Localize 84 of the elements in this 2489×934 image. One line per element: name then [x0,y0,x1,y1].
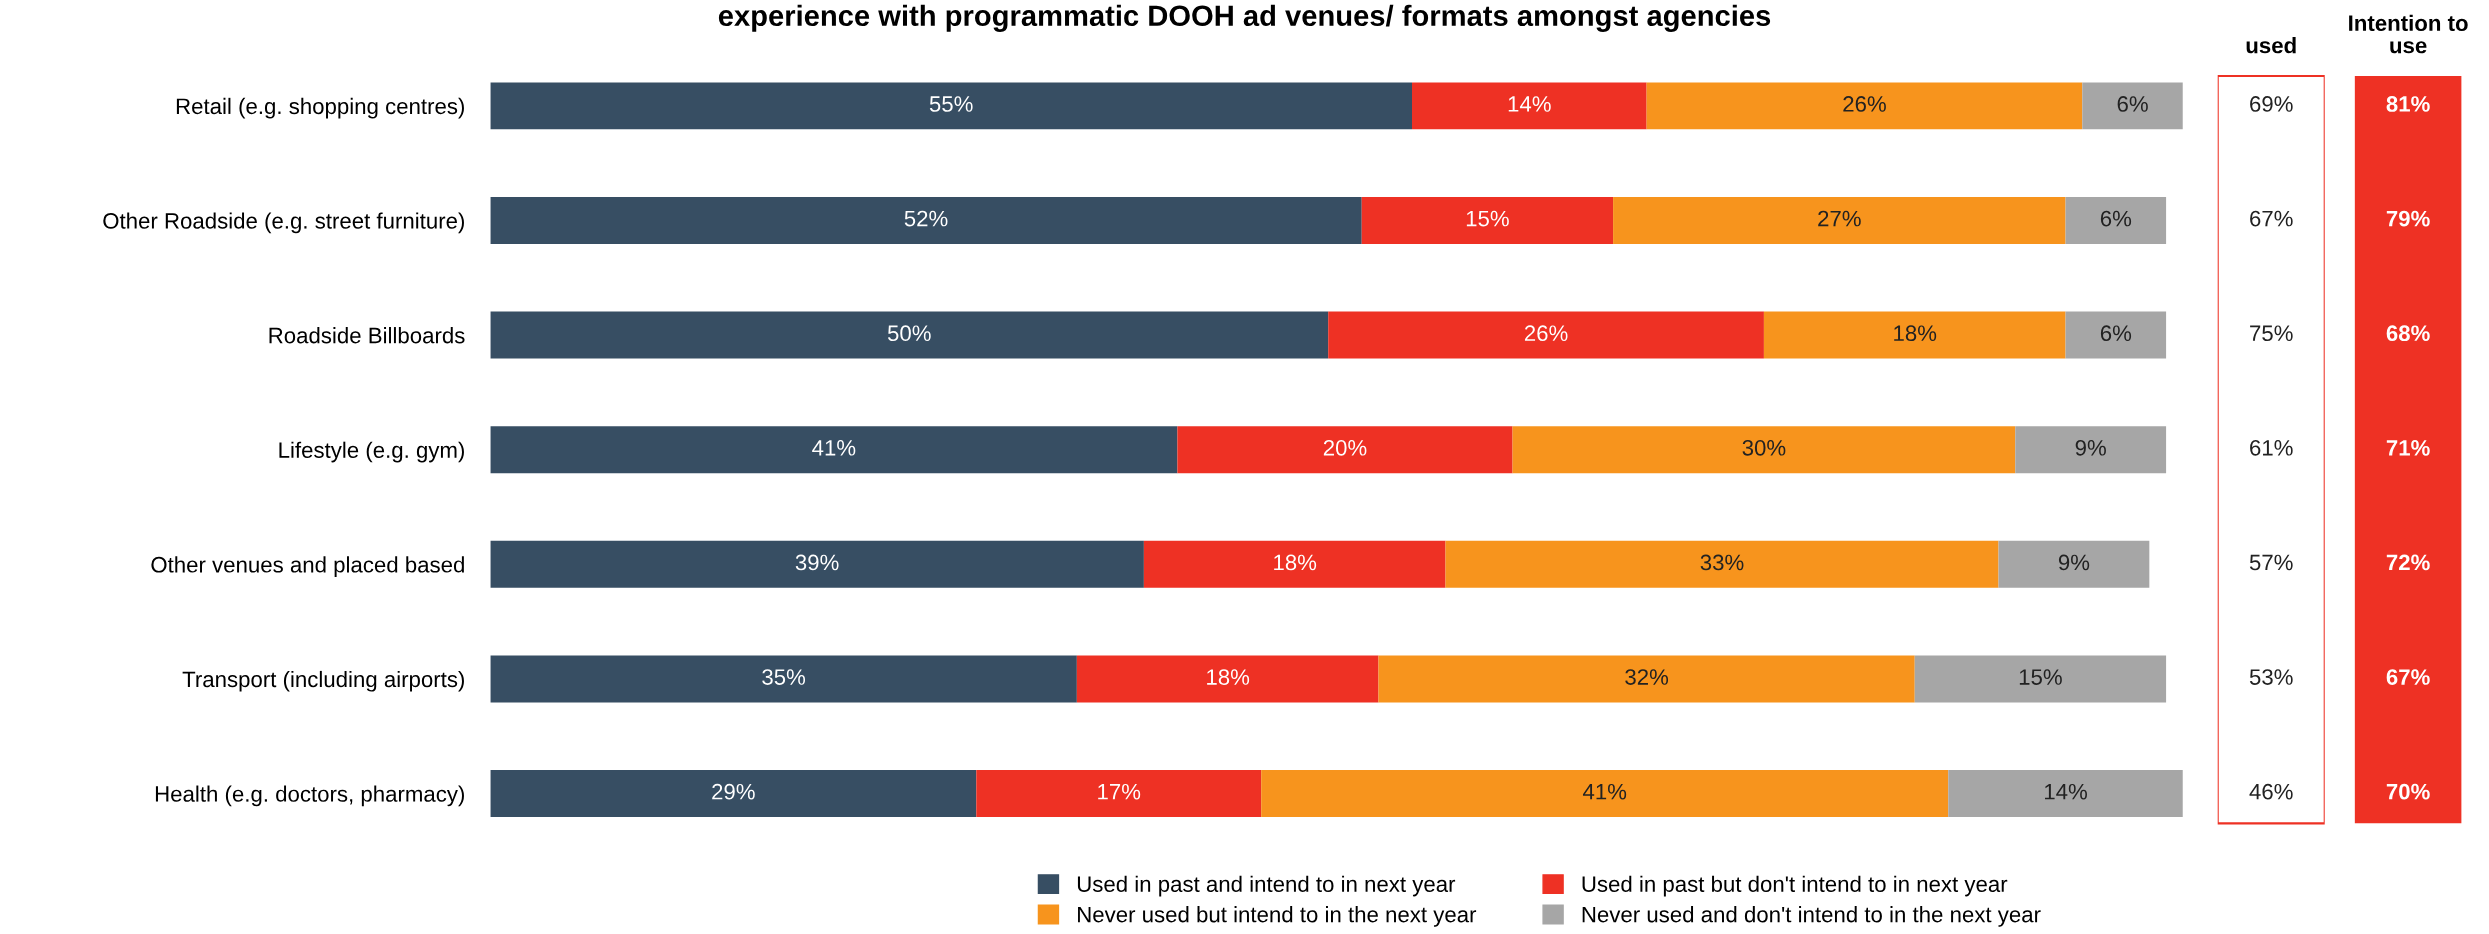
y-tick-label: Other Roadside (e.g. street furniture) [103,212,464,234]
bar [1613,196,2066,244]
bar [1412,82,1647,130]
bar [1261,770,1949,818]
data-label: 18% [1894,325,1937,342]
data-label: 39% [795,554,839,571]
text: 69% [2250,96,2293,112]
bar [1378,655,1915,703]
text: 68% [2386,325,2430,342]
bar [1177,426,1513,474]
data-label: 50% [887,325,931,342]
legend-label: Used in past but don't intend to in next year [1582,875,2008,897]
bar [1763,311,2066,359]
bar [1328,311,1764,359]
data-label: 29% [712,783,755,800]
text: Intention to use [2349,14,2468,54]
bar [1646,82,2083,130]
data-label: 30% [1742,439,1786,456]
legend-label: Never used and don't intend to in the next year [1582,906,2041,927]
bar [1512,426,2016,474]
legend-label: Never used but intend to in the next year [1078,906,1477,927]
bar [1914,655,2167,703]
data-label: 18% [1274,554,1317,571]
text: 67% [2386,669,2430,685]
bar [2065,311,2167,359]
data-label: 15% [1466,210,1509,227]
bar [2082,82,2183,130]
y-tick-label: Other venues and placed based [151,556,464,577]
data-label: 33% [1700,554,1744,571]
bar [490,655,1077,703]
bar [1143,540,1446,588]
bar [490,540,1144,588]
y-tick-label: Retail (e.g. shopping centres) [176,97,464,119]
data-label: 52% [904,210,948,227]
bar [490,311,1329,359]
data-label: 6% [2117,96,2148,112]
bar [1998,540,2150,588]
data-label: 6% [2100,210,2132,227]
text: 81% [2386,96,2430,112]
text: 61% [2250,439,2293,456]
data-label: 15% [2019,669,2062,685]
text: 67% [2250,210,2293,227]
data-label: 32% [1625,669,1669,685]
bar [1361,196,1614,244]
y-tick-label: Health (e.g. doctors, pharmacy) [155,785,464,807]
data-label: 9% [2075,439,2106,456]
bar [1076,655,1379,703]
bar [1445,540,1999,588]
y-tick-label: Roadside Billboards [269,327,465,344]
data-label: 14% [1508,96,1551,112]
bar [1948,770,2183,818]
bar [490,196,1362,244]
data-label: 35% [762,669,806,685]
text: 75% [2250,325,2293,342]
data-label: 26% [1843,96,1886,112]
y-tick-label: Transport (including airports) [182,670,464,692]
text: 70% [2386,783,2430,800]
chart-title: experience with programmatic DOOH ad venues/ formats amongst agencies [718,4,1771,32]
text: 71% [2386,440,2430,456]
data-label: 20% [1323,439,1367,456]
data-label: 18% [1207,669,1250,685]
data-label: 55% [929,96,973,112]
bar [976,770,1262,818]
bar [490,426,1178,474]
bar [2065,196,2167,244]
data-label: 14% [2045,783,2087,800]
data-label: 6% [2100,325,2132,342]
text: 79% [2386,210,2430,227]
data-label: 27% [1818,210,1861,227]
y-tick-label: Lifestyle (e.g. gym) [279,441,464,463]
data-label: 17% [1098,783,1141,800]
text: 57% [2249,554,2293,571]
bar [2015,426,2167,474]
text: used [2246,37,2296,54]
text: 46% [2249,783,2293,800]
bar [490,82,1412,130]
legend-label: Used in past and intend to in next year [1077,875,1456,897]
text: 72% [2386,554,2430,571]
data-label: 41% [812,440,856,456]
data-label: 26% [1524,325,1568,342]
bar [490,770,977,818]
data-label: 9% [2058,554,2090,571]
text: 53% [2249,669,2293,685]
data-label: 41% [1582,783,1627,800]
